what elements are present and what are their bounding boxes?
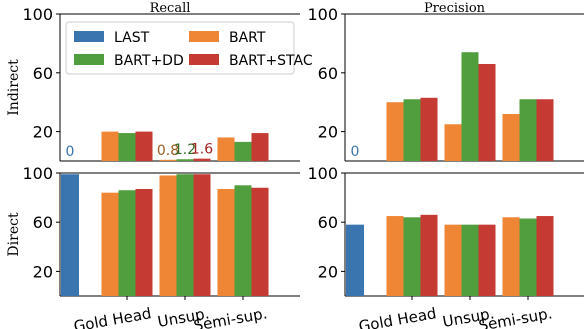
y-tick-label: 60 (318, 213, 338, 232)
y-tick-label: 100 (22, 5, 53, 24)
y-tick-label: 60 (318, 64, 338, 83)
bar-bart-dd (118, 190, 136, 296)
y-axis-label: Indirect (6, 59, 22, 116)
legend-swatch (189, 54, 219, 65)
bar-bart-stac (135, 188, 153, 296)
bar-bart-dd (234, 185, 252, 296)
bar-bart (502, 217, 520, 296)
bar-bart-dd (519, 218, 537, 296)
data-label: 1.2 (174, 142, 196, 158)
panel-title: Recall (150, 1, 191, 16)
bar-bart-stac (135, 131, 153, 161)
bar-bart-dd (461, 224, 479, 296)
data-label: 0 (351, 144, 360, 160)
bar-bart (217, 137, 235, 161)
y-tick-label: 60 (33, 64, 53, 83)
bar-last (346, 224, 364, 296)
y-tick-label: 20 (318, 123, 338, 142)
bar-bart-dd (403, 99, 421, 161)
panel-title: Precision (424, 1, 486, 16)
legend-swatch (74, 31, 104, 42)
bar-bart (444, 124, 462, 161)
bar-bart (101, 192, 119, 296)
legend-label: BART (229, 30, 266, 46)
y-tick-label: 100 (307, 164, 338, 183)
y-axis-label: Direct (6, 212, 22, 257)
bar-bart-dd (118, 133, 136, 161)
bar-bart-stac (420, 97, 438, 161)
legend-swatch (74, 54, 104, 65)
bar-bart-dd (176, 174, 194, 296)
bar-bart-stac (251, 187, 269, 296)
legend-label: BART+DD (114, 53, 184, 69)
bar-bart-dd (403, 217, 421, 296)
x-tick-label: Gold Head (72, 304, 152, 329)
bar-bart-stac (478, 224, 496, 296)
x-tick-label: Gold Head (357, 304, 437, 329)
legend-box (65, 21, 295, 75)
bar-bart-stac (193, 158, 211, 161)
y-tick-label: 100 (22, 164, 53, 183)
bar-bart-stac (251, 133, 269, 161)
bar-last (61, 174, 79, 296)
bar-bart (217, 188, 235, 296)
legend-label: LAST (114, 30, 150, 46)
bar-bart (101, 131, 119, 161)
bar-bart-stac (420, 214, 438, 296)
bar-bart-stac (478, 63, 496, 162)
bar-bart-stac (536, 216, 554, 296)
bar-bart (386, 216, 404, 296)
y-tick-label: 20 (33, 262, 53, 281)
bar-bart-stac (536, 99, 554, 161)
bar-bart (444, 224, 462, 296)
bar-bart-dd (519, 99, 537, 161)
bar-bart (159, 175, 177, 296)
y-tick-label: 100 (307, 5, 338, 24)
legend-swatch (189, 31, 219, 42)
bar-bart (386, 102, 404, 161)
legend-label: BART+STAC (229, 53, 313, 69)
data-label: 0.8 (157, 143, 179, 159)
bar-bart-stac (193, 174, 211, 296)
y-tick-label: 20 (318, 262, 338, 281)
bar-bart-dd (234, 141, 252, 161)
y-tick-label: 20 (33, 123, 53, 142)
bar-bart (502, 113, 520, 161)
bar-bart (159, 159, 177, 161)
data-label: 1.6 (191, 142, 213, 158)
bar-bart-dd (461, 52, 479, 161)
bar-bart-dd (176, 159, 194, 161)
data-label: 0 (66, 144, 75, 160)
y-tick-label: 60 (33, 213, 53, 232)
